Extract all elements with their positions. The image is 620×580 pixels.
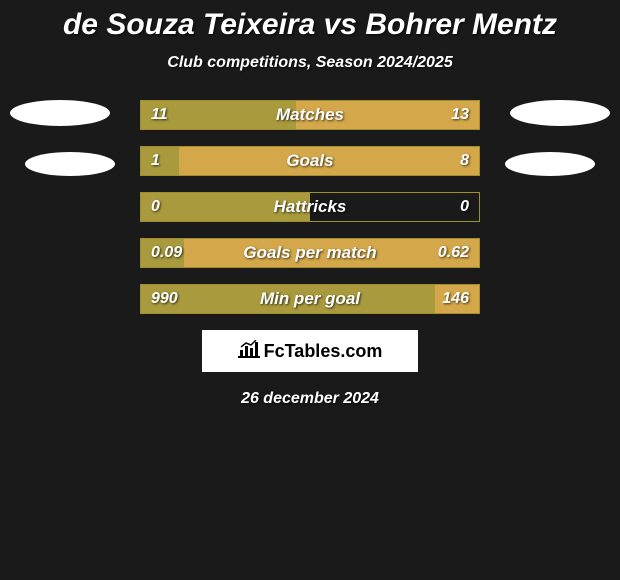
player-badge-left-2 xyxy=(25,152,115,176)
stat-row-goals-per-match: 0.09 Goals per match 0.62 xyxy=(140,238,480,268)
player-badge-right-2 xyxy=(505,152,595,176)
stat-row-min-per-goal: 990 Min per goal 146 xyxy=(140,284,480,314)
stat-right-value: 0 xyxy=(460,198,469,216)
player-badge-right-1 xyxy=(510,100,610,126)
stat-right-value: 146 xyxy=(442,290,469,308)
stat-right-value: 8 xyxy=(460,152,469,170)
stat-bars: 11 Matches 13 1 Goals 8 0 Hattricks 0 0.… xyxy=(140,100,480,314)
stat-label: Goals xyxy=(141,151,479,171)
page-title: de Souza Teixeira vs Bohrer Mentz xyxy=(0,0,620,42)
stat-row-matches: 11 Matches 13 xyxy=(140,100,480,130)
chart-icon xyxy=(238,340,260,363)
stat-right-value: 13 xyxy=(451,106,469,124)
stat-label: Hattricks xyxy=(141,197,479,217)
player-badge-left-1 xyxy=(10,100,110,126)
stat-row-hattricks: 0 Hattricks 0 xyxy=(140,192,480,222)
stat-row-goals: 1 Goals 8 xyxy=(140,146,480,176)
subtitle: Club competitions, Season 2024/2025 xyxy=(0,54,620,72)
stat-label: Goals per match xyxy=(141,243,479,263)
logo-box: FcTables.com xyxy=(202,330,418,372)
logo-text: FcTables.com xyxy=(264,341,383,362)
stat-label: Min per goal xyxy=(141,289,479,309)
stat-label: Matches xyxy=(141,105,479,125)
stat-right-value: 0.62 xyxy=(438,244,469,262)
date-text: 26 december 2024 xyxy=(0,390,620,408)
stats-area: 11 Matches 13 1 Goals 8 0 Hattricks 0 0.… xyxy=(0,100,620,314)
